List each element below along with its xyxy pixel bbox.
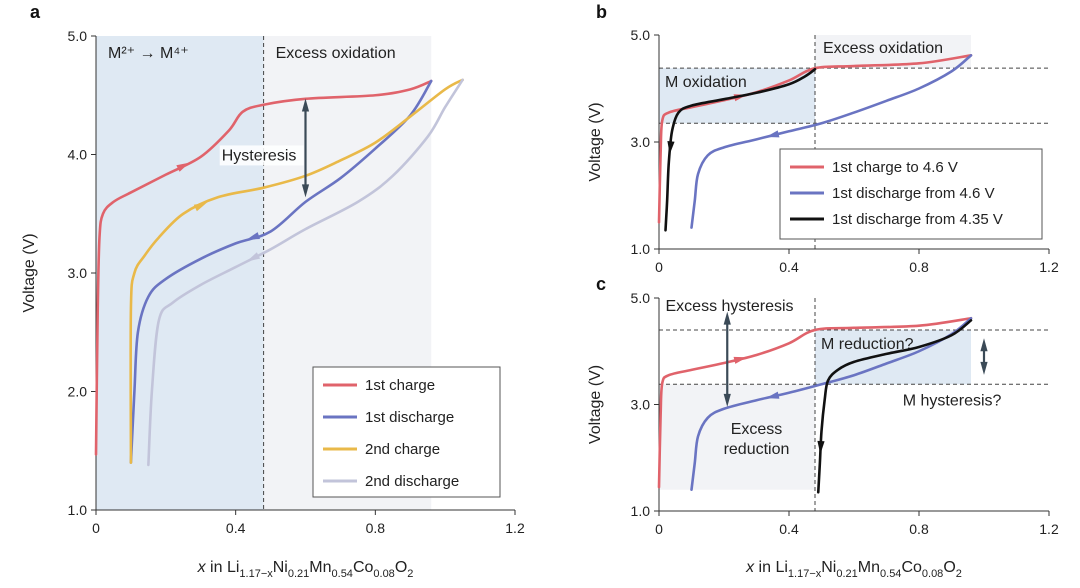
region-label: Excess oxidation [823, 40, 943, 57]
annotation-label: Hysteresis [222, 147, 297, 164]
y-axis-label: Voltage (V) [587, 365, 604, 444]
x-tick-label: 1.2 [1039, 259, 1059, 275]
legend-entry: 1st discharge [365, 409, 454, 426]
y-tick-label: 3.0 [631, 397, 651, 413]
x-tick-label: 0.8 [366, 520, 386, 536]
double-arrow-head [723, 311, 731, 325]
legend: 1st charge to 4.6 V 1st discharge from 4.… [779, 148, 1043, 240]
region-label: M oxidation [665, 74, 747, 91]
x-axis-label: x in Li1.17−xNi0.21Mn0.54Co0.08O2 [197, 559, 414, 580]
x-axis-label: x in Li1.17−xNi0.21Mn0.54Co0.08O2 [745, 559, 962, 580]
series-line-2 [664, 67, 817, 232]
series-line-2 [816, 319, 973, 494]
region-label: M²⁺ → M⁴⁺ [108, 45, 189, 62]
y-tick-label: 4.0 [68, 147, 88, 163]
panel-b: 0 0.4 0.8 1.2 1.0 3.0 5.0 b Voltage (V) M oxidati… [587, 2, 1059, 275]
x-tick-label: 0.4 [779, 521, 799, 537]
legend-box [312, 366, 501, 498]
x-tick-label: 0.4 [779, 259, 799, 275]
legend: 1st charge 1st discharge 2nd charge 2nd dis… [312, 366, 501, 498]
x-tick-label: 0.8 [909, 521, 929, 537]
y-tick-label: 5.0 [631, 290, 651, 306]
series-line-1 [690, 316, 973, 491]
y-tick-label: 3.0 [631, 134, 651, 150]
y-tick-label: 1.0 [631, 503, 651, 519]
series-arrow-2 [817, 440, 825, 455]
panel-label: a [30, 2, 41, 22]
x-tick-label: 1.2 [1039, 521, 1059, 537]
legend-entry: 1st discharge from 4.6 V [832, 185, 995, 202]
annotation-bg [219, 145, 304, 166]
series-line-1 [129, 79, 433, 464]
x-tick-label: 0.4 [226, 520, 246, 536]
series-line-3 [147, 78, 464, 467]
double-arrow-head [980, 338, 988, 352]
text-label: M hysteresis? [903, 393, 1002, 410]
region-1 [815, 35, 971, 69]
y-tick-label: 5.0 [631, 27, 651, 43]
panel-a: 0 0.4 0.8 1.2 1.0 2.0 3.0 4.0 5.0 a Voltage (V) x i… [21, 2, 525, 580]
region-label: M reduction? [821, 336, 914, 353]
y-axis-label: Voltage (V) [587, 102, 604, 181]
legend-entry: 1st discharge from 4.35 V [832, 211, 1003, 228]
y-tick-label: 3.0 [68, 265, 88, 281]
series-arrow-2 [193, 202, 208, 212]
panel-label: c [596, 274, 606, 294]
legend-entry: 1st charge to 4.6 V [832, 159, 958, 176]
panel-label: b [596, 2, 607, 22]
x-tick-label: 0 [92, 520, 100, 536]
y-tick-label: 1.0 [631, 241, 651, 257]
y-tick-label: 5.0 [68, 28, 88, 44]
region-1 [659, 384, 815, 490]
y-tick-label: 1.0 [68, 502, 88, 518]
x-tick-label: 0 [655, 521, 663, 537]
text-label: Excess hysteresis [666, 298, 794, 315]
double-arrow-head [301, 98, 310, 112]
double-arrow-head [980, 361, 988, 375]
legend-entry: 1st charge [365, 377, 435, 394]
region-0 [96, 36, 264, 510]
x-tick-label: 0.8 [909, 259, 929, 275]
series-line-0 [94, 79, 433, 456]
panel-c: 0 0.4 0.8 1.2 1.0 3.0 5.0 c Voltage (V) x in Li1.… [587, 274, 1059, 580]
series-arrow-0 [733, 356, 748, 364]
series-arrow-1 [246, 232, 260, 240]
series-arrow-2 [667, 141, 675, 155]
series-line-2 [129, 78, 464, 464]
double-arrow-head [301, 184, 310, 198]
double-arrow-head [723, 393, 731, 407]
series-arrow-3 [246, 252, 261, 262]
legend-entry: 2nd discharge [365, 473, 459, 490]
y-tick-label: 2.0 [68, 384, 88, 400]
region-label: Excess oxidation [276, 45, 396, 62]
region-label: Excess reduction [724, 421, 790, 458]
y-axis-label: Voltage (V) [21, 233, 38, 312]
legend-entry: 2nd charge [365, 441, 440, 458]
series-arrow-1 [765, 391, 780, 399]
x-tick-label: 0 [655, 259, 663, 275]
series-line-1 [690, 54, 973, 229]
series-arrow-1 [765, 130, 780, 138]
x-tick-label: 1.2 [505, 520, 525, 536]
series-arrow-0 [176, 162, 190, 172]
